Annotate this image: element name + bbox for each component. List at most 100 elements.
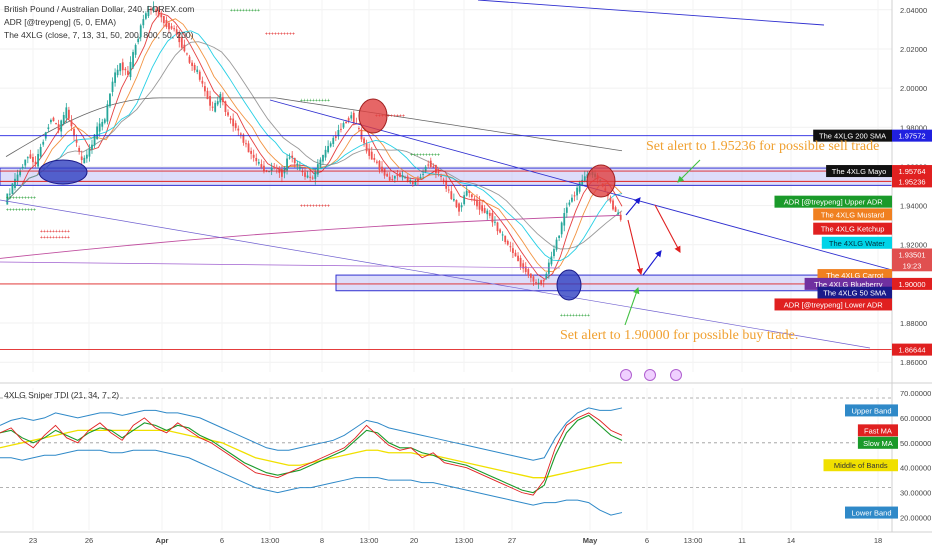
candle-down [520,258,522,267]
candle-down [250,151,252,154]
candle-up [112,82,114,92]
candle-up [24,160,26,166]
candle-down [361,130,363,140]
candle-down [255,158,257,161]
candle-up [101,122,103,127]
candle-up [214,103,216,112]
x-tick-label: 6 [220,536,224,545]
candle-up [27,157,29,158]
candle-up [296,164,298,166]
candle-up [219,94,221,102]
candle-up [217,101,219,104]
candle-down [540,280,542,283]
candle-down [253,155,255,158]
candle-down [527,269,529,276]
candle-down [68,110,70,119]
osc-legend-slow-ma: Slow MA [863,439,893,448]
candle-down [525,266,527,272]
signal-dot: + [257,8,260,14]
candle-down [58,124,60,130]
candle-down [248,143,250,152]
candle-up [83,158,85,163]
candle-down [476,200,478,207]
candle-up [132,52,134,67]
candle-down [507,241,509,245]
candle-up [258,162,260,164]
candle-down [535,282,537,283]
touch-ellipse-bottom [557,270,581,300]
projection-arrow-up-2 [643,251,661,275]
candle-down [55,123,57,124]
candle-down [417,179,419,181]
candle-up [571,198,573,202]
x-tick-label: 13:00 [684,536,703,545]
candle-up [486,211,488,214]
candle-down [53,118,55,121]
osc-y-tick-label: 30.00000 [900,489,931,498]
x-tick-label: 11 [738,536,746,545]
mayo-ma [6,42,622,249]
x-tick-label: 8 [320,536,324,545]
y-tick-label: 1.86000 [900,358,927,367]
candle-down [29,154,31,158]
candle-up [563,213,565,225]
candle-down [458,203,460,211]
x-tick-label: 27 [508,536,516,545]
signal-dot: + [33,207,36,213]
candle-up [545,274,547,279]
x-tick-label: 23 [29,536,37,545]
osc-y-tick-label: 50.00000 [900,439,931,448]
candle-down [227,112,229,115]
candle-up [420,177,422,178]
candle-down [124,69,126,70]
candle-down [384,168,386,175]
candle-down [340,129,342,130]
candle-down [199,72,201,80]
candle-down [230,118,232,120]
oscillator-layer [0,398,892,515]
candle-down [291,156,293,158]
candle-down [358,128,360,129]
signal-dot: + [33,196,36,202]
candle-down [430,161,432,167]
candle-down [281,169,283,177]
candle-up [42,142,44,145]
candle-down [260,164,262,167]
x-tick-label: Apr [156,536,169,545]
candle-up [314,172,316,179]
candle-up [106,104,108,121]
candle-down [612,200,614,209]
level-name-tag-11: The 4XLG 50 SMA [823,289,886,298]
candle-down [345,122,347,123]
level-price-tag-1: 1.95764 [898,167,925,176]
middle-band-line [0,430,622,477]
x-tick-label: May [583,536,598,545]
candle-up [104,119,106,122]
candle-up [14,179,16,188]
candle-down [348,118,350,121]
osc-legend-fast-ma: Fast MA [864,426,892,435]
mustard-ma [6,19,622,272]
x-tick-label: 14 [787,536,795,545]
y-tick-label: 1.94000 [900,202,927,211]
candle-up [317,164,319,174]
candle-down [209,96,211,106]
candle-up [271,168,273,171]
candles-layer [6,1,621,288]
candle-down [32,157,34,162]
candle-up [60,120,62,131]
candle-down [81,157,83,161]
candle-up [17,175,19,182]
candle-up [402,175,404,177]
candle-down [445,181,447,189]
candle-down [276,167,278,168]
candle-down [204,86,206,91]
x-tick-label: 26 [85,536,93,545]
reject-ellipse-mid [359,99,387,133]
candle-down [543,280,545,282]
level-name-tag-3: ADR [@treypeng] Upper ADR [784,198,883,207]
candle-up [561,223,563,235]
x-tick-label: 18 [874,536,882,545]
projection-arrow-up-1 [626,198,640,215]
